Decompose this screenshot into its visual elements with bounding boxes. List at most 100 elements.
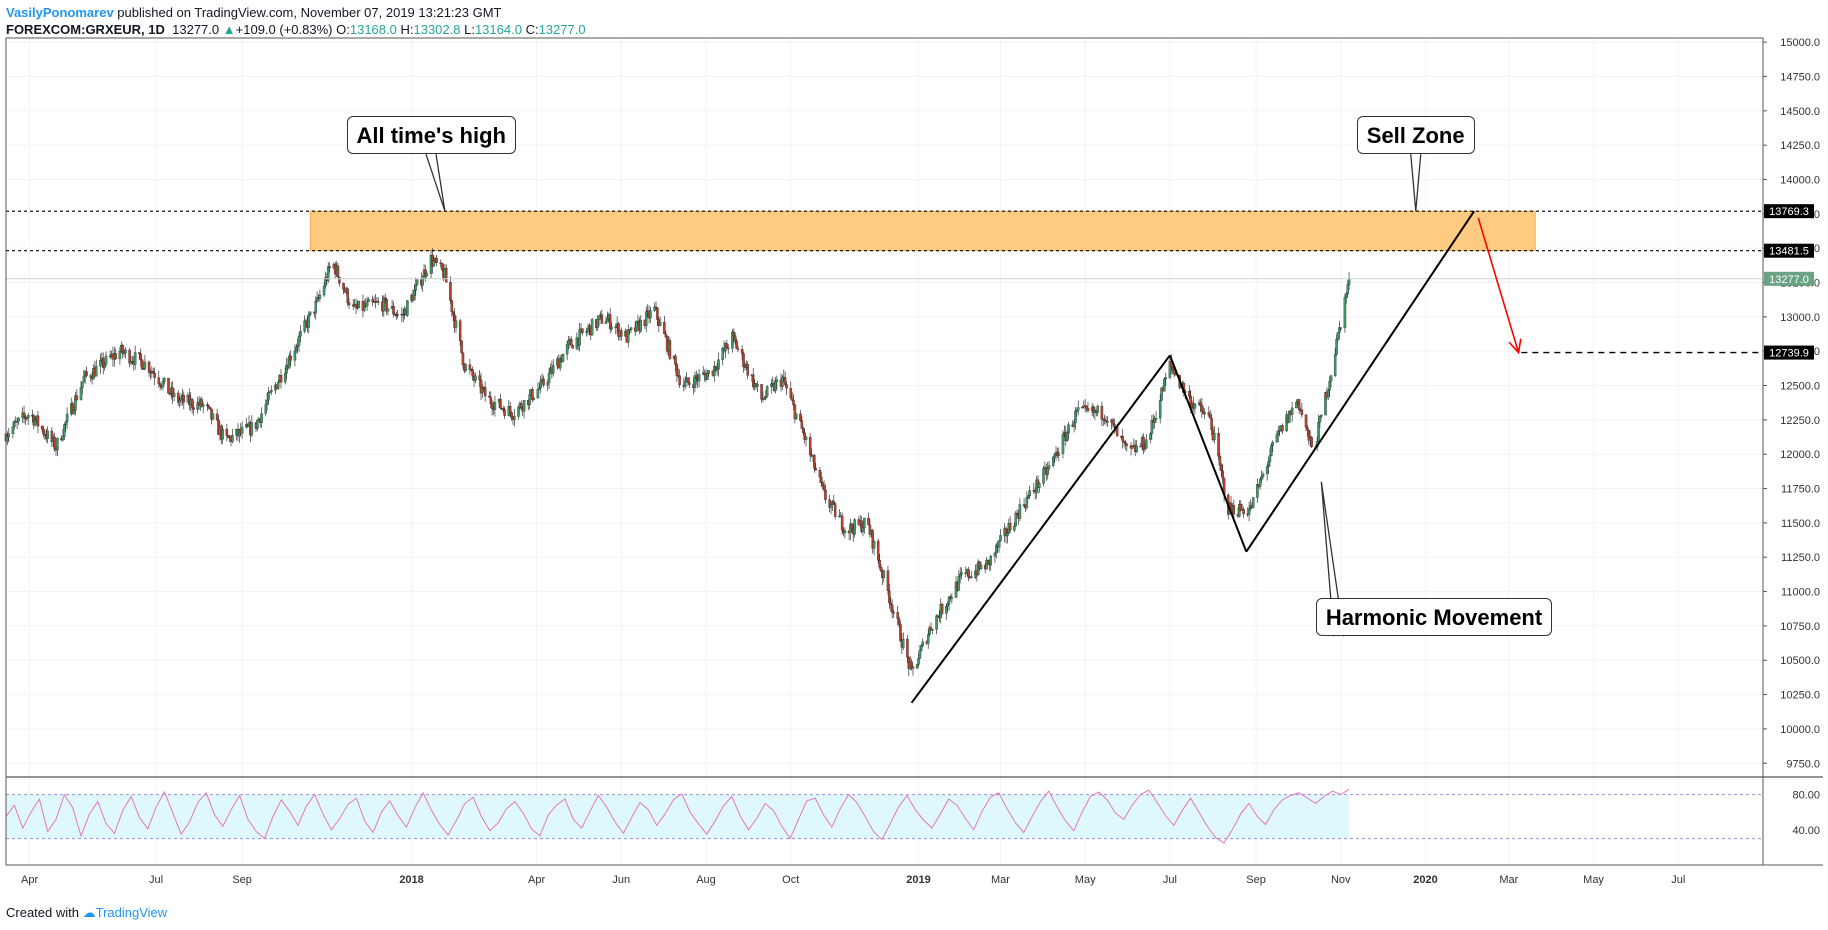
candle-up — [303, 320, 306, 332]
candle-up — [1057, 453, 1061, 456]
candle-down — [85, 371, 88, 376]
candle-down — [820, 476, 823, 483]
candle-down — [876, 540, 880, 561]
candle-up — [367, 299, 370, 302]
candle-up — [1267, 461, 1270, 467]
y-tick-label: 9750.0 — [1786, 758, 1820, 770]
candle-down — [890, 604, 894, 613]
harmonic-line — [910, 354, 1171, 704]
y-tick-label: 14250.0 — [1780, 140, 1820, 152]
candle-down — [967, 569, 970, 578]
candle-down — [832, 501, 836, 504]
candle-up — [322, 285, 326, 296]
candle-down — [725, 343, 729, 349]
candle-up — [326, 266, 330, 281]
rsi-band — [6, 794, 1350, 839]
candle-up — [683, 380, 687, 387]
candle-up — [532, 397, 536, 400]
candle-up — [365, 301, 369, 307]
candle-down — [892, 611, 895, 614]
candle-down — [793, 404, 797, 420]
harmonic-callout[interactable]: Harmonic Movement — [1315, 598, 1553, 637]
candle-down — [1232, 505, 1236, 515]
candle-down — [140, 359, 144, 370]
candle-up — [707, 370, 711, 374]
candle-down — [1208, 414, 1212, 419]
price-chart[interactable]: 15000.014750.014500.014250.014000.013750… — [0, 0, 1828, 900]
grid — [6, 38, 1763, 865]
candle-down — [208, 407, 212, 410]
candle-down — [879, 567, 883, 572]
candle-down — [818, 469, 822, 478]
low-value: 13164.0 — [474, 22, 522, 37]
candle-up — [178, 400, 181, 403]
candle-down — [886, 570, 890, 591]
y-tick-label: 12500.0 — [1780, 381, 1820, 393]
candle-up — [11, 426, 15, 434]
candle-down — [488, 395, 491, 398]
candle-down — [1008, 523, 1012, 531]
candle-down — [600, 314, 604, 324]
x-tick-label: 2018 — [399, 874, 423, 886]
y-tick-label: 11000.0 — [1781, 587, 1820, 599]
candle-up — [658, 321, 662, 326]
candle-down — [445, 267, 448, 283]
candle-down — [822, 485, 826, 491]
candle-up — [454, 320, 458, 328]
candle-down — [147, 361, 151, 373]
y-tick-label: 12250.0 — [1780, 415, 1820, 427]
candle-up — [935, 615, 938, 630]
x-tick-label: Mar — [1499, 874, 1518, 886]
tradingview-brand[interactable]: TradingView — [95, 905, 168, 920]
candle-up — [1154, 418, 1158, 420]
candle-down — [760, 384, 763, 400]
sell-zone-callout[interactable]: Sell Zone — [1356, 116, 1475, 155]
author-link[interactable]: VasilyPonomarev — [6, 5, 114, 20]
candle-down — [151, 371, 155, 374]
candle-up — [1065, 432, 1069, 442]
candle-down — [304, 320, 308, 323]
candle-up — [1345, 293, 1348, 298]
y-tick-label: 14500.0 — [1780, 106, 1820, 118]
candle-up — [538, 387, 541, 390]
candle-up — [882, 570, 886, 578]
symbol-label[interactable]: FOREXCOM:GRXEUR, 1D — [6, 22, 165, 37]
candle-up — [931, 629, 934, 631]
change-value: +109.0 (+0.83%) — [235, 22, 333, 37]
candle-up — [958, 574, 962, 577]
y-tick-label: 11250.0 — [1781, 552, 1820, 564]
close-value: 13277.0 — [538, 22, 586, 37]
candle-down — [489, 396, 492, 405]
candle-down — [121, 344, 124, 354]
candle-up — [1053, 454, 1056, 458]
candle-up — [179, 397, 183, 401]
candle-up — [610, 326, 613, 330]
x-tick-label: Sep — [1246, 874, 1266, 886]
candle-up — [872, 540, 876, 549]
candle-up — [7, 433, 11, 437]
candle-down — [336, 265, 340, 278]
candle-up — [61, 436, 65, 441]
candle-up — [172, 392, 176, 397]
candle-down — [1085, 405, 1088, 409]
candle-down — [703, 372, 706, 375]
candle-up — [1145, 439, 1148, 449]
candle-up — [256, 420, 259, 429]
candle-up — [606, 318, 609, 322]
candle-down — [790, 397, 794, 401]
candle-up — [1203, 412, 1206, 415]
candle-down — [824, 489, 827, 500]
candle-up — [590, 319, 594, 336]
candle-down — [354, 303, 358, 308]
candle-up — [1006, 533, 1009, 537]
ath-callout[interactable]: All time's high — [346, 116, 516, 155]
candle-down — [695, 375, 698, 379]
candle-down — [206, 404, 209, 406]
candle-up — [1268, 455, 1272, 462]
candle-up — [639, 319, 642, 332]
candle-up — [921, 641, 924, 646]
y-tick-label: 12000.0 — [1780, 449, 1820, 461]
candle-up — [64, 421, 67, 425]
candle-up — [133, 352, 137, 365]
candle-down — [451, 311, 455, 316]
